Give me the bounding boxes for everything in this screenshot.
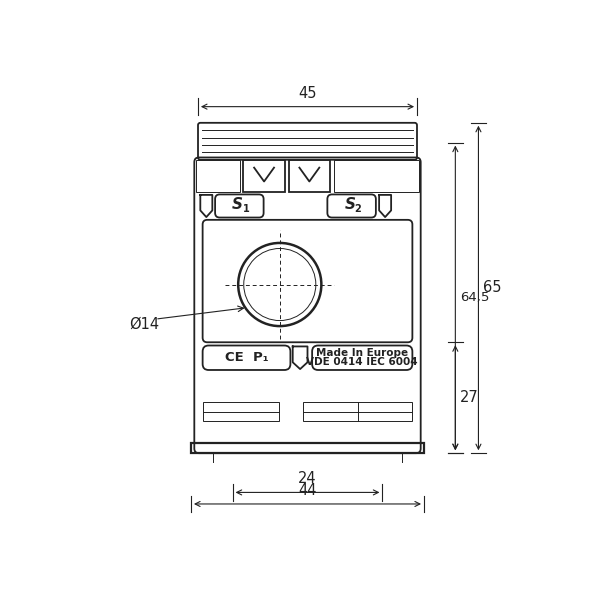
Bar — [203, 403, 279, 421]
Text: 45: 45 — [298, 86, 317, 101]
Text: S: S — [344, 197, 355, 212]
Text: 65: 65 — [483, 280, 502, 295]
Text: CE  P₁: CE P₁ — [225, 351, 268, 364]
Text: 27: 27 — [460, 390, 479, 405]
Text: 1: 1 — [242, 204, 249, 214]
Bar — [289, 160, 330, 192]
Bar — [334, 160, 419, 192]
Bar — [303, 403, 412, 421]
Text: 2: 2 — [355, 204, 361, 214]
Text: Made In Europe: Made In Europe — [316, 348, 409, 358]
Text: S: S — [232, 197, 243, 212]
Text: 24: 24 — [298, 472, 317, 487]
Bar — [243, 160, 285, 192]
Text: Ø14: Ø14 — [130, 316, 160, 331]
Text: 44: 44 — [298, 483, 317, 498]
Text: 64,5: 64,5 — [460, 292, 490, 304]
Text: VDE 0414 IEC 6004: VDE 0414 IEC 6004 — [307, 358, 418, 367]
Bar — [191, 443, 424, 453]
Bar — [196, 160, 239, 192]
